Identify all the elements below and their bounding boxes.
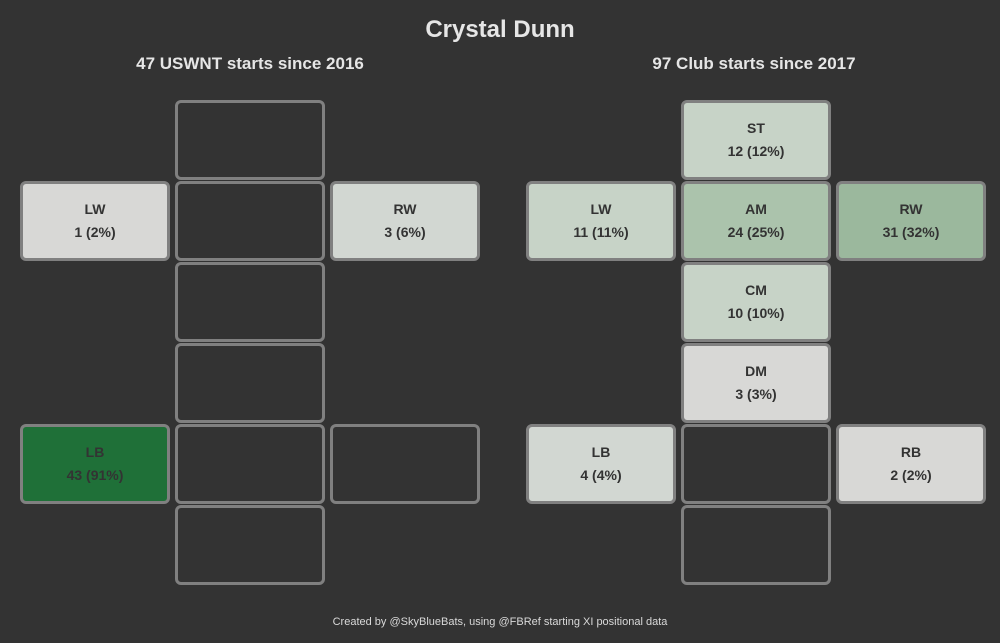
uswnt-position-grid: LW 1 (2%) RW 3 (6%) LB 43 (91%) <box>20 100 480 590</box>
position-label: LW <box>84 201 106 217</box>
position-starts-value: 12 (12%) <box>727 143 785 159</box>
position-cell-cb <box>681 424 831 504</box>
position-label: LB <box>85 444 105 460</box>
position-starts-value: 10 (10%) <box>727 305 785 321</box>
position-starts-value: 11 (11%) <box>573 224 629 240</box>
position-starts-value: 3 (3%) <box>735 386 777 402</box>
position-cell-rw: RW 3 (6%) <box>330 181 480 261</box>
position-cell-lw: LW 11 (11%) <box>526 181 676 261</box>
position-starts-value: 4 (4%) <box>580 467 622 483</box>
position-cell-rw: RW 31 (32%) <box>836 181 986 261</box>
position-starts-value: 43 (91%) <box>66 467 124 483</box>
position-cell-lb: LB 43 (91%) <box>20 424 170 504</box>
position-cell-st: ST 12 (12%) <box>681 100 831 180</box>
club-position-grid: ST 12 (12%) LW 11 (11%) AM 24 (25%) RW 31 (32%)… <box>526 100 986 590</box>
position-label: CM <box>745 282 767 298</box>
position-cell-gk <box>175 505 325 585</box>
position-starts-value: 24 (25%) <box>727 224 785 240</box>
position-starts-value: 31 (32%) <box>882 224 940 240</box>
position-label: RB <box>900 444 922 460</box>
position-label: LB <box>591 444 611 460</box>
position-cell-am <box>175 181 325 261</box>
uswnt-subtitle: 47 USWNT starts since 2016 <box>136 54 364 73</box>
position-label: ST <box>747 120 765 136</box>
credit-footer: Created by @SkyBlueBats, using @FBRef st… <box>332 616 668 628</box>
position-label: DM <box>745 363 767 379</box>
position-cell-lw: LW 1 (2%) <box>20 181 170 261</box>
position-cell-rb: RB 2 (2%) <box>836 424 986 504</box>
position-starts-value: 1 (2%) <box>74 224 116 240</box>
position-cell-cm: CM 10 (10%) <box>681 262 831 342</box>
position-starts-value: 3 (6%) <box>384 224 426 240</box>
position-cell-dm: DM 3 (3%) <box>681 343 831 423</box>
position-cell-dm <box>175 343 325 423</box>
chart-title: Crystal Dunn <box>425 16 575 43</box>
position-cell-am: AM 24 (25%) <box>681 181 831 261</box>
position-cell-cb <box>175 424 325 504</box>
position-cell-cm <box>175 262 325 342</box>
position-label: LW <box>590 201 612 217</box>
position-label: RW <box>899 201 923 217</box>
club-subtitle: 97 Club starts since 2017 <box>652 54 856 73</box>
position-cell-gk <box>681 505 831 585</box>
position-cell-st <box>175 100 325 180</box>
position-cell-rb <box>330 424 480 504</box>
position-label: RW <box>393 201 417 217</box>
position-starts-value: 2 (2%) <box>890 467 932 483</box>
position-label: AM <box>745 201 767 217</box>
position-cell-lb: LB 4 (4%) <box>526 424 676 504</box>
